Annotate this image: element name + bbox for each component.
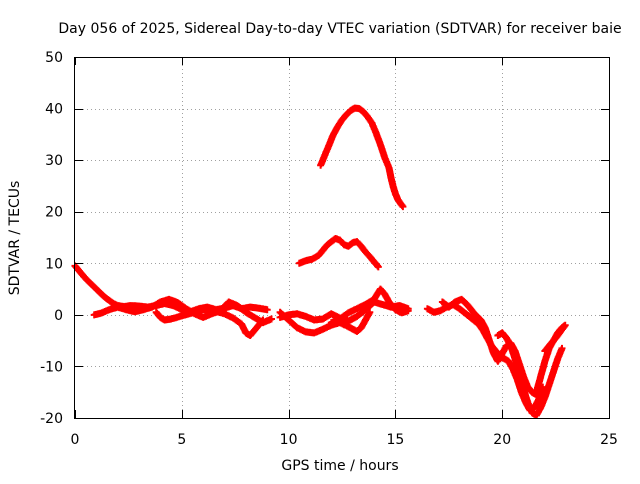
x-tick-label: 15 (386, 432, 404, 448)
series-arc-mid-15 (295, 235, 382, 271)
y-tick-label: 30 (45, 153, 63, 169)
x-tick-label: 0 (71, 432, 80, 448)
y-tick-label: 20 (45, 205, 63, 221)
tick-labels: 0 5 10 15 20 25 -20 -10 0 10 20 30 40 50 (40, 50, 618, 448)
series-arc-high-40 (317, 104, 407, 211)
data-point (399, 203, 407, 211)
y-tick-label: 0 (54, 308, 63, 324)
series-arc-noon-up (327, 285, 412, 327)
series-arc-evening-d (532, 321, 569, 396)
y-tick-label: 10 (45, 256, 63, 272)
y-tick-label: -10 (40, 359, 63, 375)
chart-title: Day 056 of 2025, Sidereal Day-to-day VTE… (58, 21, 621, 37)
grid (75, 57, 609, 418)
y-tick-label: -20 (40, 411, 63, 427)
data-point (541, 347, 549, 355)
x-tick-label: 5 (177, 432, 186, 448)
data-point (404, 307, 412, 315)
y-axis-label: SDTVAR / TECUs (7, 181, 23, 296)
series-arc-dip-morning (152, 306, 267, 339)
series-arc-noon-low (276, 308, 374, 337)
x-tick-label: 10 (280, 432, 298, 448)
data-point (263, 306, 271, 314)
x-axis-label: GPS time / hours (281, 458, 398, 474)
data-point (268, 315, 275, 323)
axis-ticks (75, 57, 610, 419)
y-tick-label: 50 (45, 50, 63, 66)
x-tick-label: 20 (493, 432, 511, 448)
data-point (366, 308, 374, 316)
data-point (374, 263, 382, 271)
data-point (558, 344, 566, 352)
series-arc-evening-c (494, 329, 566, 419)
plot-frame (74, 57, 610, 419)
y-tick-label: 40 (45, 102, 63, 118)
data-point (259, 316, 267, 324)
x-tick-label: 25 (600, 432, 618, 448)
data-marks (71, 104, 569, 419)
